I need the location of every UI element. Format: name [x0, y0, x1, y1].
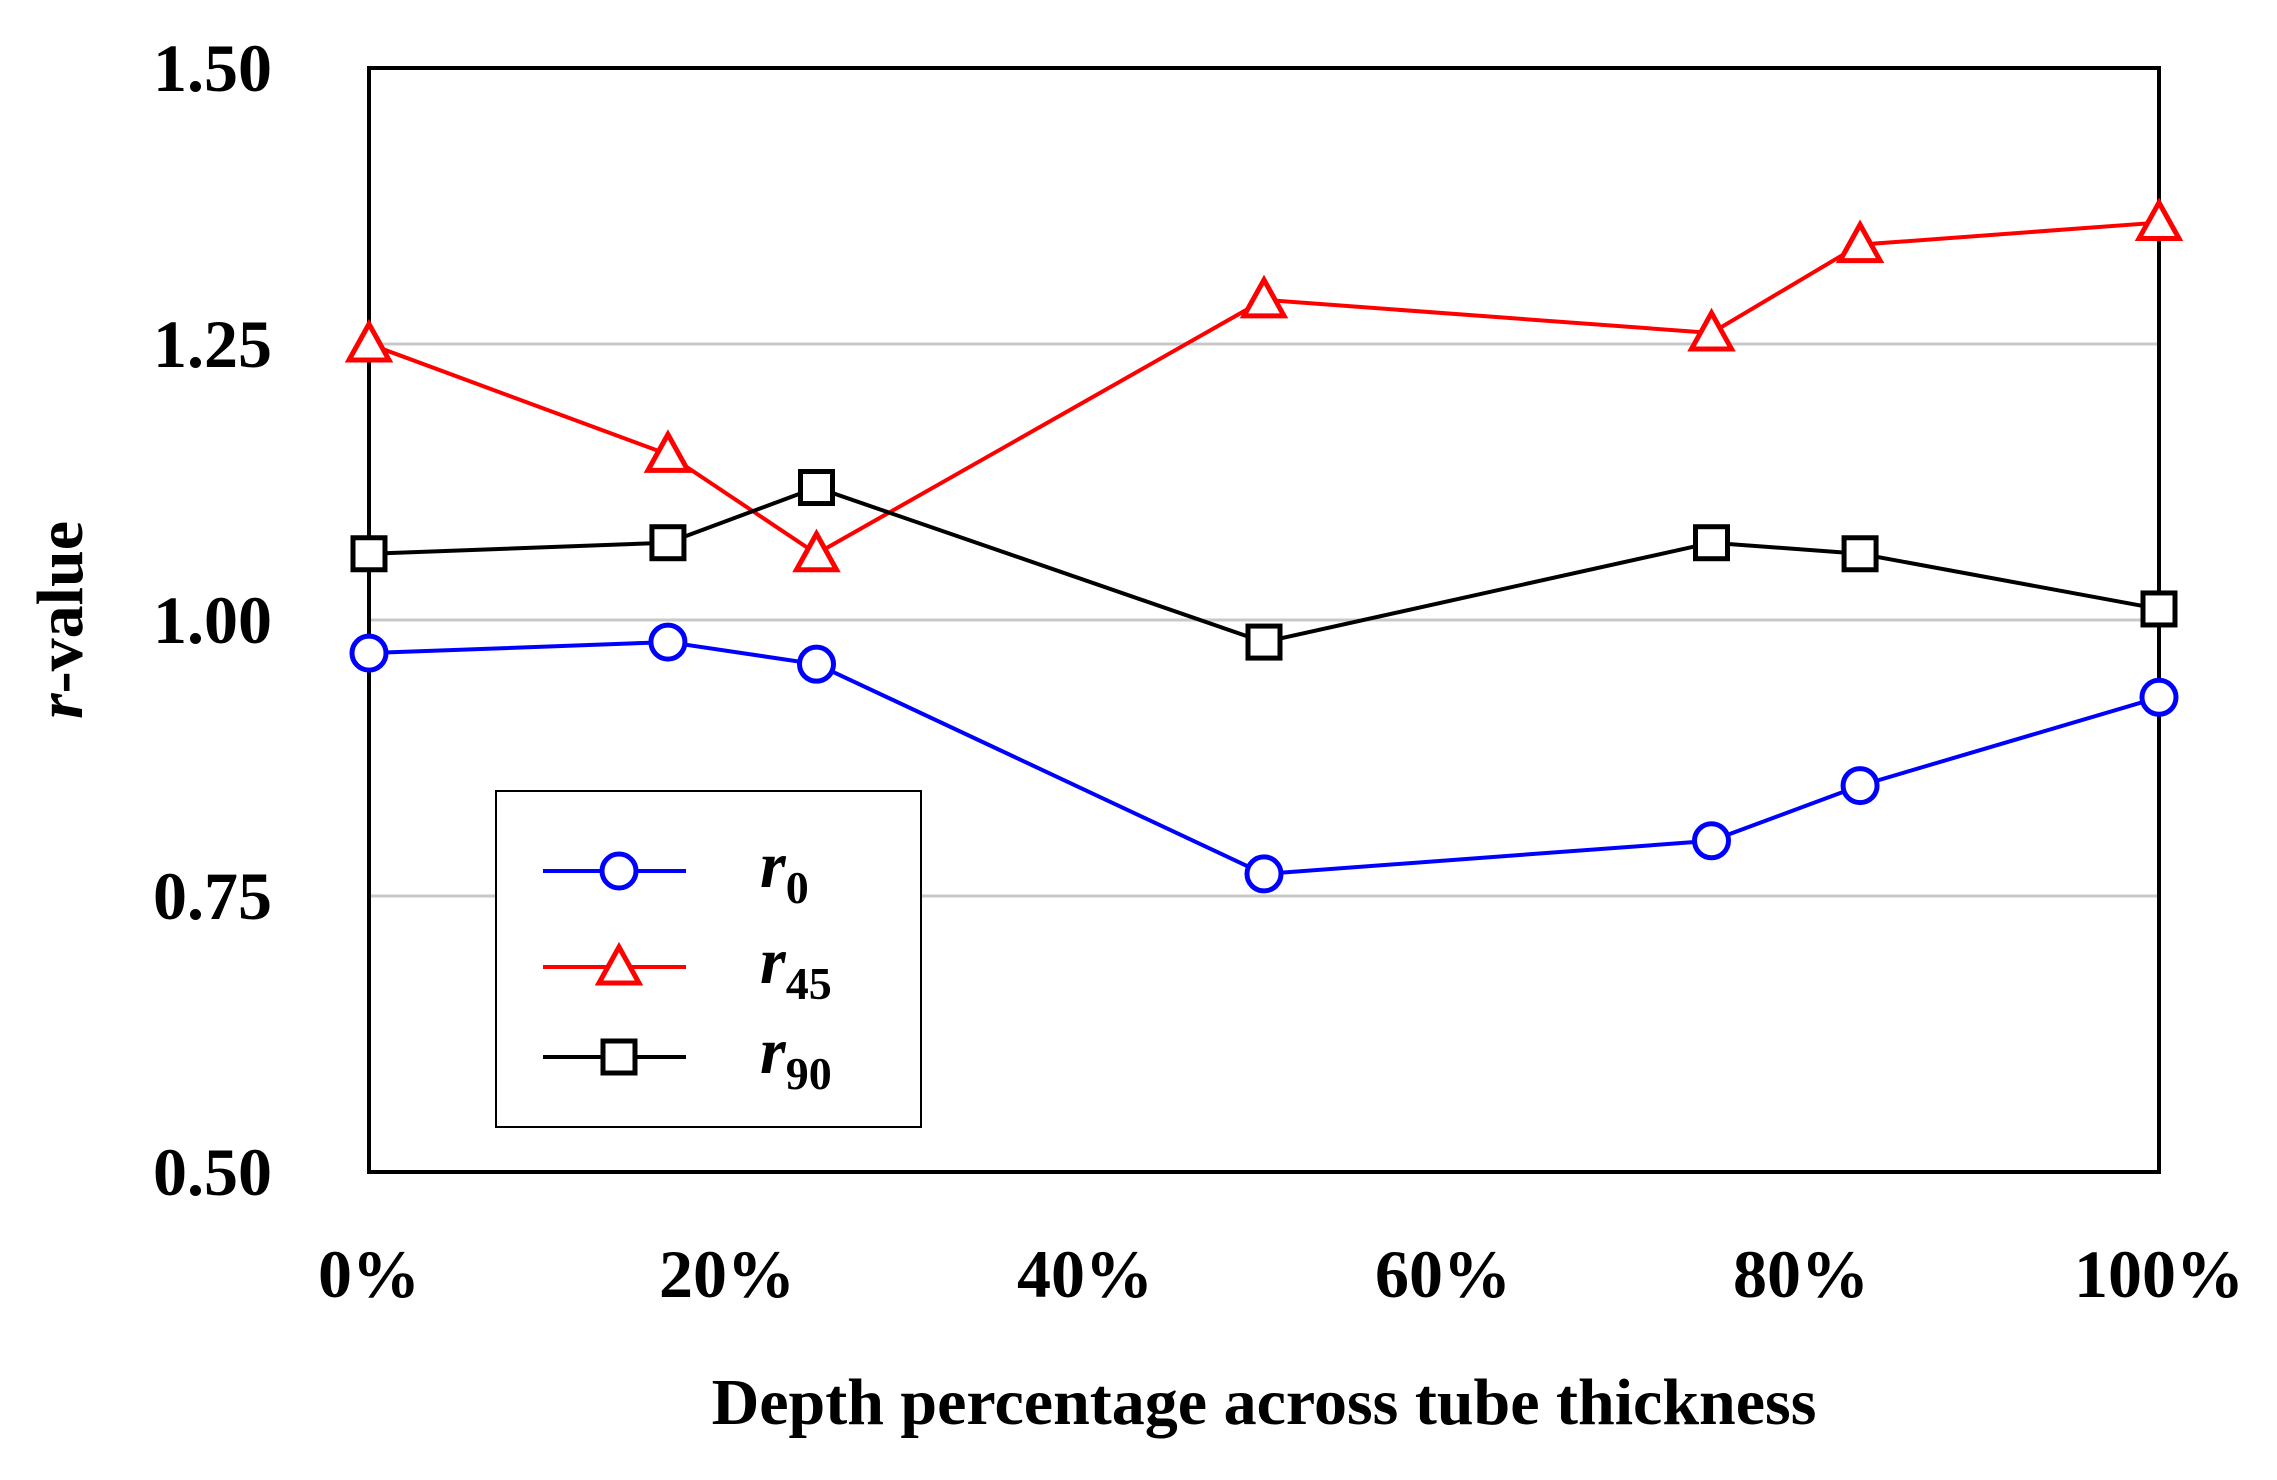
legend-label: r45: [760, 925, 832, 1009]
data-point-circle: [1840, 766, 1880, 806]
x-axis-title: Depth percentage across tube thickness: [712, 1366, 1817, 1439]
legend-entry-r45: r45: [543, 925, 832, 1009]
y-tick-label: 1.50: [153, 30, 272, 106]
data-point-triangle: [792, 528, 841, 573]
data-point-triangle: [594, 941, 644, 986]
x-tick-label: 100%: [2074, 1236, 2244, 1312]
data-point-square: [2140, 590, 2178, 628]
data-point-triangle: [2134, 197, 2184, 242]
data-point-square: [1245, 623, 1283, 661]
data-point-circle: [797, 644, 836, 684]
x-tick-label: 0%: [318, 1236, 420, 1312]
data-point-triangle: [643, 429, 693, 473]
legend-label: r0: [760, 829, 809, 913]
data-point-circle: [648, 622, 688, 662]
data-point-square: [798, 469, 835, 507]
data-point-circle: [349, 633, 389, 673]
y-tick-label: 1.00: [153, 582, 272, 658]
data-point-triangle: [1835, 219, 1885, 264]
legend-entry-r0: r0: [543, 829, 809, 913]
data-point-circle: [2139, 677, 2179, 717]
data-point-circle: [1244, 854, 1284, 894]
series-r45: [344, 197, 2184, 573]
y-tick-label: 0.75: [153, 858, 272, 934]
data-point-square: [1841, 535, 1879, 573]
data-point-triangle: [1239, 274, 1289, 319]
x-tick-label: 60%: [1375, 1236, 1511, 1312]
data-point-square: [649, 524, 687, 562]
x-tick-label: 40%: [1017, 1236, 1153, 1312]
legend-label: r90: [760, 1015, 832, 1099]
data-point-square: [350, 535, 388, 573]
data-point-circle: [599, 851, 639, 891]
legend-entry-r90: r90: [543, 1015, 832, 1099]
data-point-circle: [1692, 821, 1731, 861]
y-tick-labels: 0.50 0.75 1.00 1.25 1.50: [153, 30, 272, 1210]
x-tick-label: 80%: [1733, 1236, 1869, 1312]
y-axis-title-rest: -value: [24, 521, 97, 693]
data-point-triangle: [1687, 307, 1736, 352]
series-r90: [350, 469, 2178, 661]
data-point-square: [1693, 524, 1730, 562]
data-point-triangle: [344, 318, 394, 363]
y-tick-label: 1.25: [153, 306, 272, 382]
series-line-r45: [368, 220, 2160, 557]
legend-box: [495, 790, 922, 1128]
y-tick-label: 0.50: [153, 1134, 272, 1210]
x-tick-labels: 0% 20% 40% 60% 80% 100%: [318, 1236, 2244, 1312]
y-axis-title: r-value: [24, 521, 97, 719]
x-tick-label: 20%: [659, 1236, 795, 1312]
y-axis-title-italic: r: [24, 692, 97, 719]
series-layer: [344, 197, 2184, 894]
series-r0: [349, 622, 2179, 894]
data-point-square: [600, 1038, 638, 1076]
